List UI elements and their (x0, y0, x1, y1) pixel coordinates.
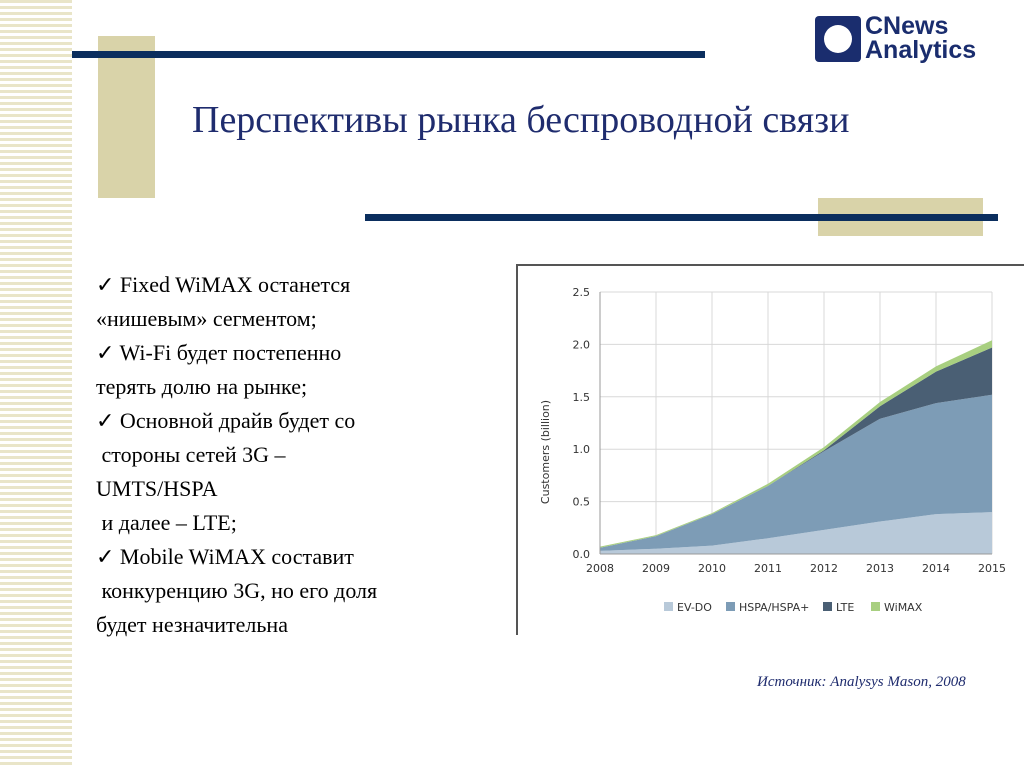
decorative-navy-bar-top (72, 51, 705, 58)
legend-swatch-lte (823, 602, 832, 611)
y-tick-label: 2.0 (573, 338, 591, 351)
series-area-lte (600, 347, 992, 548)
bullet-line: «нишевым» сегментом; (96, 306, 317, 331)
logo-line-1: CNews (865, 12, 949, 40)
bullet-list: ✓ Fixed WiMAX останется «нишевым» сегмен… (96, 268, 476, 642)
series-area-ev-do (600, 512, 992, 554)
y-tick-label: 1.0 (573, 443, 591, 456)
bullet-line: и далее – LTE; (96, 510, 237, 535)
y-tick-label: 0.0 (573, 548, 591, 561)
y-tick-label: 0.5 (573, 496, 591, 509)
cnews-analytics-logo: CNews Analytics (815, 14, 1015, 66)
logo-text: CNews Analytics (865, 12, 977, 64)
y-tick-label: 1.5 (573, 391, 591, 404)
slide-title: Перспективы рынка беспроводной связи (192, 99, 850, 141)
bullet-line: будет незначительна (96, 612, 288, 637)
logo-line-2: Analytics (865, 36, 977, 64)
legend-swatch-wimax (871, 602, 880, 611)
x-tick-label: 2013 (866, 562, 894, 575)
y-axis-label: Customers (billion) (539, 400, 552, 504)
stacked-area-chart: 0.0 0.5 1.0 1.5 2.0 2.5 2008 2009 2010 2011 2012 20… (539, 286, 1007, 614)
series-area-wimax (600, 340, 992, 548)
bullet-line: терять долю на рынке; (96, 374, 308, 399)
x-tick-label: 2009 (642, 562, 670, 575)
chart-frame: 0.0 0.5 1.0 1.5 2.0 2.5 2008 2009 2010 2011 2012 20… (516, 264, 1024, 635)
y-tick-label: 2.5 (573, 286, 591, 299)
bullet-line: UMTS/HSPA (96, 476, 218, 501)
legend-swatch-hspa-hspa (726, 602, 735, 611)
series-area-hspa-hspa (600, 394, 992, 551)
bullet-line: ✓ Fixed WiMAX останется (96, 272, 351, 297)
bullet-line: стороны сетей 3G – (96, 442, 286, 467)
x-tick-label: 2015 (978, 562, 1006, 575)
bullet-line: ✓ Основной драйв будет со (96, 408, 356, 433)
bullet-line: ✓ Wi-Fi будет постепенно (96, 340, 342, 365)
area-layer (600, 340, 992, 554)
x-tick-label: 2010 (698, 562, 726, 575)
decorative-stripes (0, 0, 72, 768)
source-note: Источник: Analysys Mason, 2008 (757, 674, 966, 690)
x-tick-label: 2008 (586, 562, 614, 575)
x-tick-label: 2014 (922, 562, 950, 575)
legend-swatch-ev-do (664, 602, 673, 611)
bullet-line: ✓ Mobile WiMAX составит (96, 544, 354, 569)
legend-label-lte: LTE (836, 601, 854, 614)
x-tick-label: 2012 (810, 562, 838, 575)
legend-label-wimax: WiMAX (884, 601, 923, 614)
bullet-line: конкуренцию 3G, но его доля (96, 578, 378, 603)
legend: EV-DO HSPA/HSPA+ LTE WiMAX (664, 601, 923, 614)
decorative-navy-bar-middle (365, 214, 998, 221)
axis-layer: 0.0 0.5 1.0 1.5 2.0 2.5 2008 2009 2010 2011 2012 20… (573, 286, 1007, 575)
decorative-beige-block-vertical (98, 36, 155, 198)
legend-label-ev-do: EV-DO (677, 601, 712, 614)
legend-label-hspa-hspa: HSPA/HSPA+ (739, 601, 809, 614)
logo-mark-icon (815, 16, 861, 62)
x-tick-label: 2011 (754, 562, 782, 575)
